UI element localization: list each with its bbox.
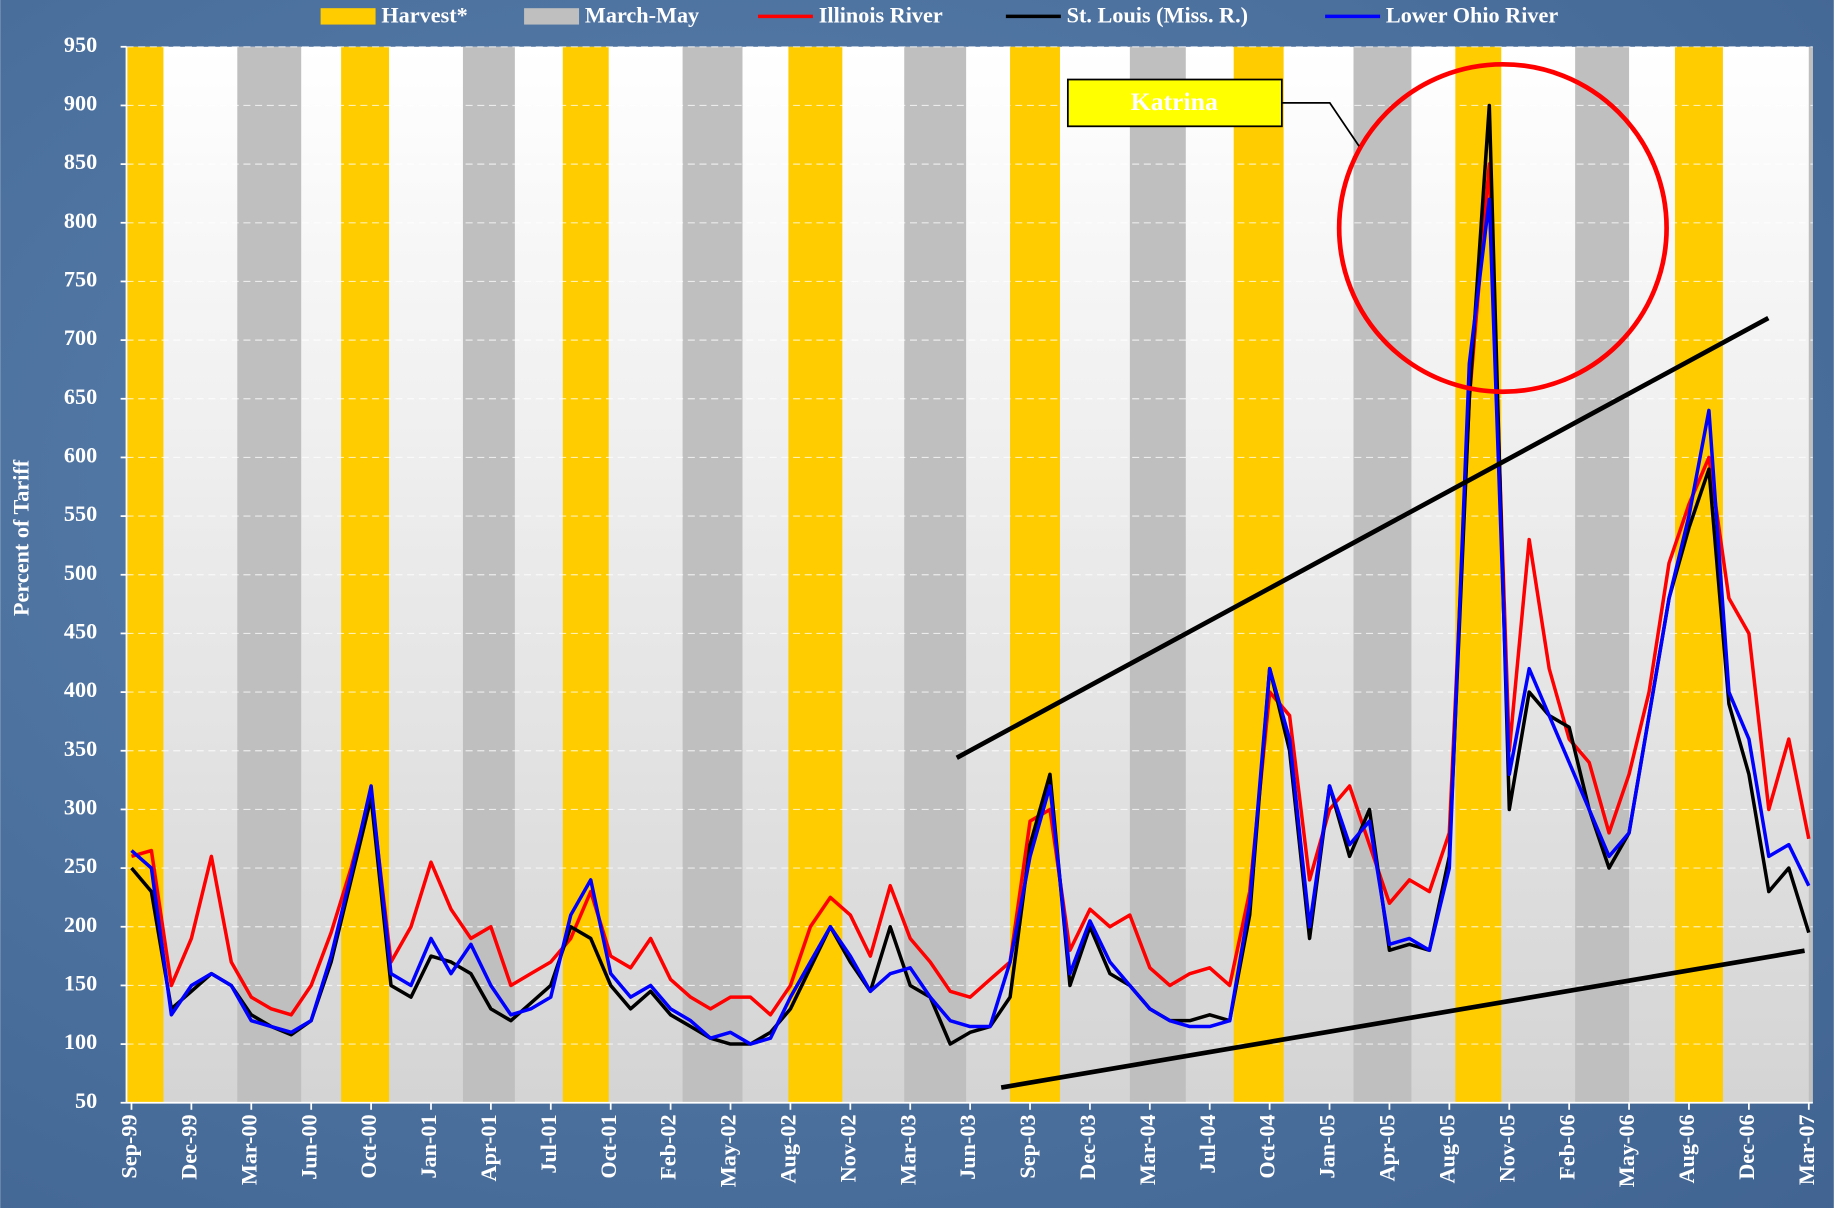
x-tick-label: Jun-00 — [296, 1114, 321, 1179]
x-tick-label: Jan-05 — [1315, 1114, 1340, 1178]
y-axis-label: Percent of Tariff — [9, 459, 34, 616]
y-tick-label: 550 — [64, 501, 97, 526]
x-tick-label: Apr-05 — [1375, 1114, 1400, 1181]
y-tick-label: 350 — [64, 736, 97, 761]
annotation: Katrina — [1131, 87, 1218, 116]
series-line — [130, 103, 1811, 1046]
legend-swatch — [320, 8, 376, 25]
y-tick-label: 50 — [75, 1088, 97, 1113]
y-tick-label: 100 — [64, 1029, 97, 1054]
trend-line — [955, 316, 1770, 760]
y-tick-label: 200 — [64, 912, 97, 937]
x-tick-label: Nov-02 — [835, 1114, 860, 1182]
x-tick-label: Dec-06 — [1734, 1114, 1759, 1179]
x-tick-label: Mar-04 — [1135, 1114, 1160, 1185]
y-tick-label: 850 — [64, 149, 97, 174]
x-tick-label: Mar-00 — [236, 1114, 261, 1185]
leader-line — [1281, 102, 1360, 147]
x-tick-label: Mar-03 — [895, 1114, 920, 1185]
y-tick-label: 800 — [64, 208, 97, 233]
x-tick-label: Jul-01 — [536, 1114, 561, 1173]
x-tick-label: Dec-99 — [176, 1114, 201, 1179]
x-tick-label: Oct-04 — [1255, 1114, 1280, 1178]
y-tick-label: 300 — [64, 795, 97, 820]
x-tick-label: Jan-01 — [416, 1114, 441, 1178]
legend-label: Harvest* — [381, 3, 467, 28]
y-tick-label: 400 — [64, 677, 97, 702]
x-tick-label: Jul-04 — [1195, 1114, 1220, 1173]
x-tick-label: May-06 — [1614, 1114, 1639, 1187]
x-tick-label: May-02 — [716, 1114, 741, 1187]
x-tick-label: Aug-06 — [1674, 1114, 1699, 1183]
y-tick-label: 150 — [64, 971, 97, 996]
x-tick-label: Oct-00 — [356, 1114, 381, 1178]
y-tick-label: 650 — [64, 384, 97, 409]
legend-label: St. Louis (Miss. R.) — [1067, 3, 1248, 28]
y-tick-label: 700 — [64, 325, 97, 350]
annotation-box — [1066, 78, 1283, 128]
x-tick-label: Aug-02 — [776, 1114, 801, 1183]
legend-label: March-May — [585, 3, 699, 28]
x-tick-label: Aug-05 — [1434, 1114, 1459, 1183]
y-tick-label: 950 — [64, 32, 97, 57]
x-tick-label: Sep-03 — [1015, 1114, 1040, 1178]
series-line — [131, 162, 1811, 1017]
x-tick-label: Apr-01 — [476, 1114, 501, 1181]
trend-line — [1000, 948, 1805, 1090]
x-tick-label: Sep-99 — [117, 1114, 142, 1178]
y-tick-label: 500 — [64, 560, 97, 585]
legend-label: Illinois River — [819, 3, 943, 28]
highlight-circle — [1336, 61, 1669, 395]
x-tick-label: Nov-05 — [1494, 1114, 1519, 1182]
x-tick-label: Feb-06 — [1554, 1114, 1579, 1179]
x-tick-label: Oct-01 — [596, 1114, 621, 1178]
legend-label: Lower Ohio River — [1386, 3, 1558, 28]
x-tick-label: Feb-02 — [656, 1114, 681, 1179]
y-tick-label: 600 — [64, 443, 97, 468]
y-tick-label: 900 — [64, 91, 97, 116]
y-tick-label: 250 — [64, 853, 97, 878]
y-tick-label: 750 — [64, 267, 97, 292]
x-tick-label: Mar-07 — [1794, 1114, 1819, 1185]
x-tick-label: Dec-03 — [1075, 1114, 1100, 1179]
y-tick-label: 450 — [64, 619, 97, 644]
legend-swatch — [524, 8, 580, 25]
x-tick-label: Jun-03 — [955, 1114, 980, 1179]
series-line — [130, 197, 1811, 1046]
